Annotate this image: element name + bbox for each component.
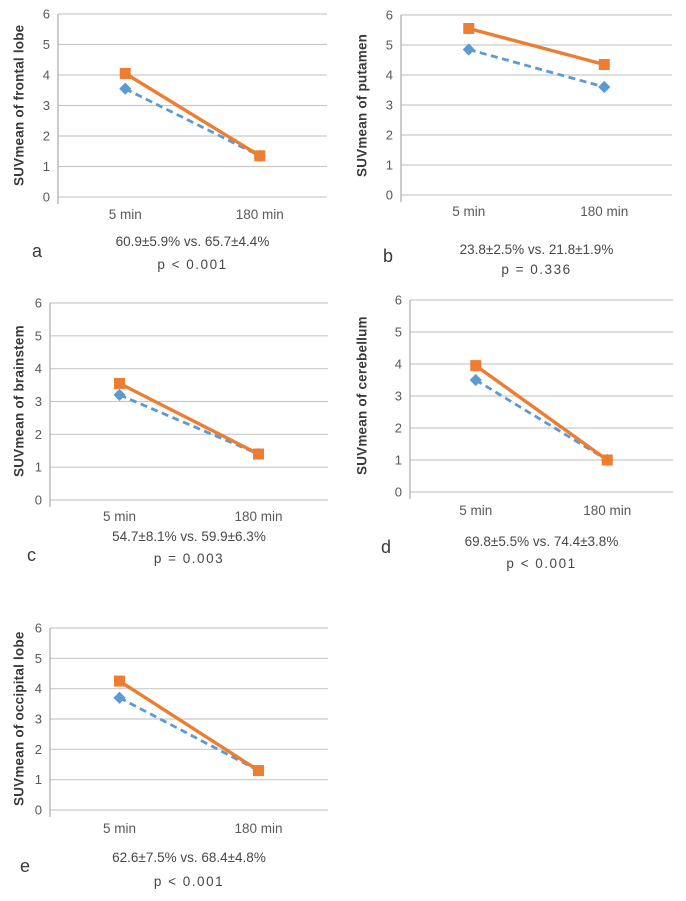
square-marker: [253, 765, 264, 777]
y-tick-label: 1: [395, 453, 402, 468]
diamond-marker: [469, 373, 482, 387]
x-tick-label: 5 min: [103, 821, 136, 836]
y-tick-label: 1: [386, 158, 393, 173]
x-tick-label: 5 min: [452, 204, 485, 219]
y-tick-label: 3: [43, 98, 50, 113]
p-value-text: p = 0.336: [501, 262, 572, 277]
square-marker: [114, 675, 125, 687]
y-tick-label: 5: [386, 38, 393, 53]
square-marker: [114, 377, 125, 389]
solid-series-line: [118, 381, 260, 456]
y-tick-label: 6: [35, 621, 42, 636]
dashed-series-line: [118, 393, 260, 456]
y-tick-label: 2: [43, 129, 50, 144]
y-tick-label: 2: [35, 427, 42, 442]
p-value-text: p < 0.001: [153, 874, 225, 889]
diamond-marker: [113, 691, 126, 704]
x-tick-label: 180 min: [234, 821, 282, 836]
panel-letter: d: [381, 537, 392, 557]
square-marker: [598, 59, 610, 70]
y-tick-label: 6: [35, 296, 42, 311]
x-tick-label: 180 min: [234, 509, 282, 524]
y-tick-label: 0: [395, 485, 402, 500]
x-tick-label: 5 min: [103, 509, 136, 524]
y-tick-label: 0: [35, 803, 42, 818]
square-marker: [470, 360, 482, 372]
y-tick-label: 0: [35, 493, 42, 508]
diamond-marker: [119, 82, 132, 95]
y-tick-label: 5: [35, 651, 42, 666]
square-marker: [601, 454, 613, 466]
y-tick-label: 6: [395, 293, 402, 308]
y-tick-label: 4: [35, 681, 42, 696]
comparison-text: 60.9±5.9% vs. 65.7±4.4%: [115, 234, 270, 249]
square-marker: [253, 448, 264, 460]
y-tick-label: 1: [43, 159, 50, 174]
comparison-text: 23.8±2.5% vs. 21.8±1.9%: [459, 242, 614, 257]
dashed-series-line: [124, 87, 261, 158]
square-marker: [463, 23, 475, 34]
solid-series-line: [474, 364, 609, 462]
p-value-text: p < 0.001: [157, 257, 228, 272]
y-tick-label: 1: [35, 460, 42, 475]
square-marker: [119, 67, 131, 79]
y-tick-label: 5: [35, 328, 42, 343]
solid-series-line: [468, 26, 605, 67]
y-tick-label: 2: [386, 128, 393, 143]
chart-canvas: 0 1 2 3 4 5 6 5 min 180 min: [395, 293, 673, 518]
dashed-series-line: [475, 378, 608, 462]
dashed-series-line: [118, 696, 260, 772]
diamond-marker: [598, 80, 611, 94]
diamond-marker: [113, 388, 126, 402]
x-tick-label: 5 min: [459, 503, 492, 518]
diamond-marker: [462, 43, 475, 56]
y-tick-label: 6: [43, 7, 50, 22]
panel-letter: e: [20, 856, 31, 876]
y-tick-label: 6: [386, 8, 393, 23]
y-tick-label: 2: [395, 421, 402, 436]
dashed-series-line: [468, 48, 605, 89]
y-tick-label: 5: [395, 325, 402, 340]
y-tick-label: 1: [35, 772, 42, 787]
panel-letter: c: [27, 545, 36, 565]
chart-canvas: 0 1 2 3 4 5 6 5 min 180 min: [35, 621, 328, 836]
y-tick-label: 3: [395, 389, 402, 404]
p-value-text: p < 0.001: [506, 556, 577, 571]
panel-letter: b: [383, 246, 394, 266]
y-tick-label: 4: [386, 68, 393, 83]
solid-series-line: [118, 679, 260, 772]
solid-series-line: [124, 72, 261, 158]
y-tick-label: 3: [35, 394, 42, 409]
comparison-text: 54.7±8.1% vs. 59.9±6.3%: [112, 529, 266, 544]
y-tick-label: 3: [35, 712, 42, 727]
x-tick-label: 180 min: [236, 207, 284, 222]
y-tick-label: 3: [386, 98, 393, 113]
y-tick-label: 0: [386, 188, 393, 203]
y-tick-label: 4: [395, 357, 402, 372]
y-tick-label: 4: [43, 68, 50, 83]
square-marker: [254, 150, 266, 162]
chart-canvas: 0 1 2 3 4 5 6 5 min 180 min: [35, 296, 328, 524]
panel-letter: a: [32, 241, 43, 261]
y-tick-label: 4: [35, 361, 42, 376]
x-tick-label: 180 min: [580, 204, 628, 219]
x-tick-label: 5 min: [109, 207, 142, 222]
chart-canvas: 0 1 2 3 4 5 6 5 min 180 min: [43, 7, 327, 222]
y-tick-label: 5: [43, 37, 50, 52]
comparison-text: 62.6±7.5% vs. 68.4±4.8%: [112, 850, 266, 865]
x-tick-label: 180 min: [583, 503, 631, 518]
comparison-text: 69.8±5.5% vs. 74.4±3.8%: [464, 534, 619, 549]
chart-canvas: 0 1 2 3 4 5 6 5 min 180 min: [386, 8, 672, 219]
p-value-text: p = 0.003: [153, 551, 225, 566]
y-tick-label: 2: [35, 742, 42, 757]
y-tick-label: 0: [43, 190, 50, 205]
